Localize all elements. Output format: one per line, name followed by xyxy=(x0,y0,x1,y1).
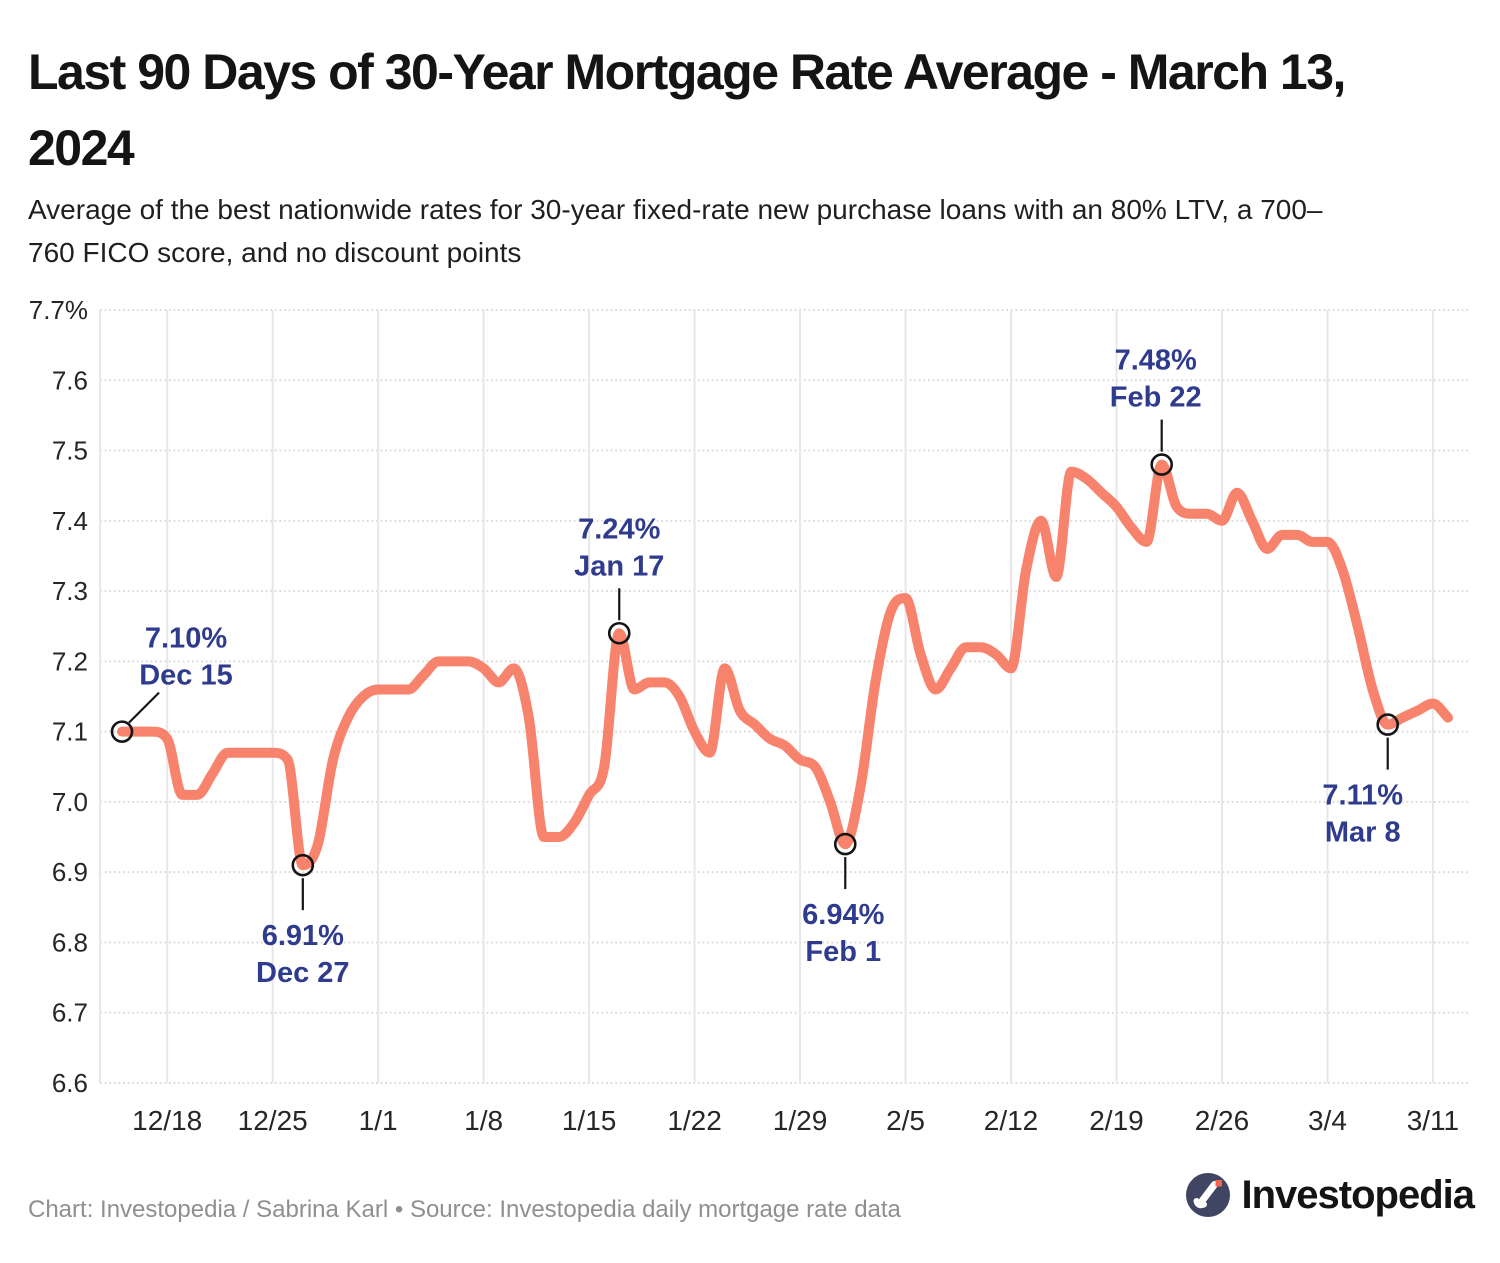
y-axis-label: 6.9 xyxy=(52,857,88,887)
x-axis-label: 2/19 xyxy=(1089,1105,1144,1136)
annotation-date: Dec 15 xyxy=(139,660,233,692)
annotation-marker xyxy=(291,853,315,877)
x-axis-label: 1/15 xyxy=(562,1105,617,1136)
x-axis-label: 3/4 xyxy=(1308,1105,1347,1136)
rate-line xyxy=(117,459,1453,871)
y-axis-label: 7.5 xyxy=(52,436,88,466)
x-axis-label: 12/25 xyxy=(238,1105,308,1136)
annotation-value: 7.48% xyxy=(1115,345,1197,377)
chart-credit: Chart: Investopedia / Sabrina Karl • Sou… xyxy=(28,1196,901,1223)
y-axis-label: 7.6 xyxy=(52,365,88,395)
annotation-value: 6.94% xyxy=(802,899,884,931)
y-axis-label: 7.1 xyxy=(52,717,88,747)
annotation-value: 7.24% xyxy=(578,513,660,545)
x-axis-label: 1/22 xyxy=(667,1105,722,1136)
x-axis-label: 1/8 xyxy=(464,1105,503,1136)
x-axis-label: 1/1 xyxy=(359,1105,398,1136)
annotation-date: Feb 1 xyxy=(805,936,881,968)
annotation-date: Feb 22 xyxy=(1110,382,1202,414)
annotation-marker xyxy=(1150,453,1173,476)
x-axis-label: 3/11 xyxy=(1407,1105,1459,1136)
x-axis-label: 12/18 xyxy=(132,1105,202,1136)
annotation-value: 6.91% xyxy=(262,920,344,952)
y-axis-label: 6.6 xyxy=(52,1068,88,1098)
investopedia-logo: Investopedia xyxy=(1185,1172,1475,1218)
annotation-connector xyxy=(128,691,160,724)
y-axis-label: 7.2 xyxy=(52,646,88,676)
annotation-value: 7.11% xyxy=(1322,780,1403,812)
annotation-marker xyxy=(607,621,631,645)
y-axis-label: 7.3 xyxy=(52,576,88,606)
chart-subtitle: Average of the best nationwide rates for… xyxy=(28,194,1323,268)
y-axis-label: 7.0 xyxy=(52,787,88,817)
x-axis-label: 2/5 xyxy=(886,1105,925,1136)
y-axis-label: 6.8 xyxy=(52,927,88,957)
page-title: Last 90 Days of 30-Year Mortgage Rate Av… xyxy=(28,44,1346,176)
annotation-marker xyxy=(1376,713,1400,736)
annotation-value: 7.10% xyxy=(145,623,227,655)
y-axis-label: 7.7% xyxy=(29,295,88,325)
investopedia-logo-text: Investopedia xyxy=(1241,1172,1475,1217)
x-axis-label: 1/29 xyxy=(773,1105,828,1136)
annotation-marker xyxy=(833,832,857,856)
annotation-marker xyxy=(110,720,134,743)
annotation-date: Mar 8 xyxy=(1325,817,1401,849)
annotation-date: Dec 27 xyxy=(256,957,350,989)
x-axis-label: 2/26 xyxy=(1195,1105,1250,1136)
y-axis-label: 7.4 xyxy=(52,506,88,536)
x-axis-label: 2/12 xyxy=(984,1105,1039,1136)
y-axis-label: 6.7 xyxy=(52,998,88,1028)
investopedia-logo-icon xyxy=(1186,1173,1231,1217)
annotation-date: Jan 17 xyxy=(574,550,664,582)
